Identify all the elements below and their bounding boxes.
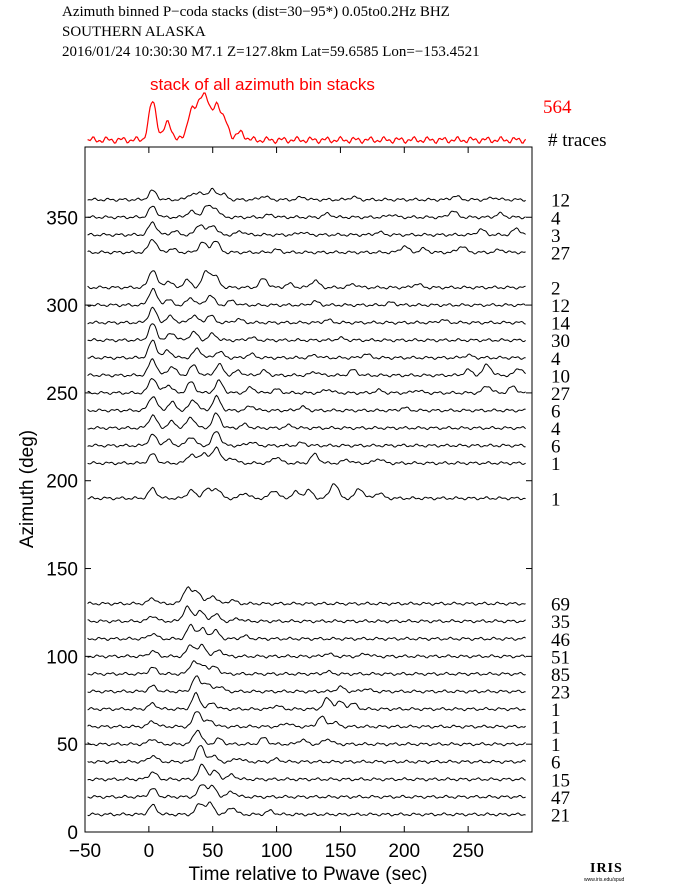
- trace-count: 46: [551, 630, 570, 651]
- trace-azimuth-310: [87, 270, 526, 290]
- trace-azimuth-250: [87, 378, 526, 396]
- trace-count: 1: [551, 700, 561, 721]
- trace-group: [87, 187, 526, 817]
- x-tick-label: 250: [452, 841, 484, 862]
- x-tick-label: 50: [202, 841, 223, 862]
- trace-count: 85: [551, 665, 570, 686]
- trace-azimuth-90: [87, 660, 526, 677]
- trace-count: 15: [551, 770, 570, 791]
- trace-azimuth-280: [87, 323, 526, 343]
- trace-count: 14: [551, 314, 571, 335]
- trace-count: 6: [551, 437, 561, 458]
- iris-logo-url: www.iris.edu/spud: [584, 877, 625, 883]
- trace-count: 12: [551, 296, 570, 317]
- trace-count: 35: [551, 612, 570, 633]
- trace-count: 27: [551, 384, 570, 405]
- x-tick-label: 200: [388, 841, 420, 862]
- trace-azimuth-100: [87, 643, 526, 659]
- trace-count: 1: [551, 735, 561, 756]
- trace-azimuth-30: [87, 763, 526, 782]
- stack-trace: [87, 92, 527, 145]
- trace-count: 51: [551, 647, 570, 668]
- trace-azimuth-60: [87, 711, 526, 729]
- trace-count: 4: [551, 349, 561, 370]
- y-axis-label: Azimuth (deg): [17, 430, 38, 548]
- trace-azimuth-300: [87, 287, 526, 308]
- stack-label: stack of all azimuth bin stacks: [150, 75, 375, 94]
- iris-logo: IRIS www.iris.edu/spud: [584, 861, 625, 883]
- y-tick-label: 300: [46, 296, 78, 317]
- trace-azimuth-350: [87, 204, 526, 220]
- x-tick-label: 100: [261, 841, 293, 862]
- counts-header: # traces: [548, 130, 607, 151]
- trace-azimuth-290: [87, 306, 526, 325]
- trace-count: 21: [551, 805, 570, 826]
- trace-azimuth-220: [87, 431, 526, 448]
- y-tick-label: 250: [46, 384, 78, 405]
- x-tick-label: −50: [69, 841, 101, 862]
- trace-count: 3: [551, 226, 561, 247]
- plot-frame: [84, 146, 533, 833]
- trace-count: 69: [551, 595, 570, 616]
- trace-azimuth-70: [87, 691, 526, 712]
- trace-azimuth-330: [87, 238, 526, 255]
- trace-count: 1: [551, 454, 561, 475]
- trace-azimuth-230: [87, 412, 526, 431]
- trace-azimuth-80: [87, 675, 526, 694]
- header-event-info: 2016/01/24 10:30:30 M7.1 Z=127.8km Lat=5…: [62, 44, 480, 60]
- trace-azimuth-340: [87, 221, 526, 237]
- trace-azimuth-120: [87, 605, 526, 624]
- trace-azimuth-190: [87, 483, 526, 501]
- iris-logo-text: IRIS: [590, 861, 623, 876]
- header-title: Azimuth binned P−coda stacks (dist=30−95…: [62, 4, 450, 20]
- y-tick-label: 150: [46, 560, 78, 581]
- trace-count: 47: [551, 788, 570, 809]
- trace-azimuth-270: [87, 339, 526, 360]
- trace-count: 27: [551, 243, 570, 264]
- trace-count: 6: [551, 402, 561, 423]
- trace-azimuth-260: [87, 358, 526, 378]
- trace-azimuth-210: [87, 446, 526, 466]
- trace-azimuth-20: [87, 784, 526, 800]
- trace-count: 23: [551, 683, 570, 704]
- trace-count: 12: [551, 191, 570, 212]
- trace-count: 10: [551, 366, 570, 387]
- trace-azimuth-50: [87, 729, 526, 747]
- x-tick-label: 0: [144, 841, 155, 862]
- header-region: SOUTHERN ALASKA: [62, 24, 206, 40]
- trace-count: 30: [551, 331, 570, 352]
- x-tick-label: 150: [325, 841, 357, 862]
- trace-azimuth-240: [87, 394, 526, 413]
- y-tick-label: 350: [46, 208, 78, 229]
- x-axis-label: Time relative to Pwave (sec): [189, 864, 428, 885]
- trace-count: 2: [551, 279, 561, 300]
- x-axis: −50 0 50 100 150 200 250: [69, 147, 484, 862]
- trace-azimuth-360: [87, 187, 526, 202]
- trace-azimuth-110: [87, 623, 526, 641]
- y-tick-label: 0: [67, 823, 78, 844]
- trace-count: 4: [551, 208, 561, 229]
- stack-count: 564: [543, 97, 572, 118]
- trace-count: 4: [551, 419, 561, 440]
- y-axis: 0 50 100 150 200 250 300 350: [46, 208, 532, 844]
- trace-azimuth-130: [87, 586, 526, 606]
- y-tick-label: 50: [57, 735, 78, 756]
- trace-azimuth-40: [87, 744, 526, 764]
- trace-count: 6: [551, 753, 561, 774]
- y-tick-label: 100: [46, 647, 78, 668]
- trace-count: 1: [551, 489, 561, 510]
- y-tick-label: 200: [46, 472, 78, 493]
- count-labels: 1243272121430410276461169354651852311161…: [551, 191, 571, 827]
- trace-azimuth-10: [87, 801, 526, 817]
- trace-count: 1: [551, 718, 561, 739]
